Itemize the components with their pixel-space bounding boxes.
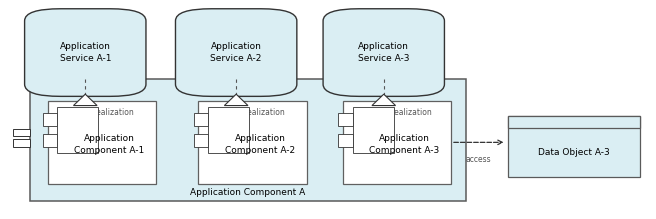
Text: Application
Component A-2: Application Component A-2 — [225, 134, 295, 155]
Polygon shape — [372, 94, 396, 106]
Bar — [508, 116, 640, 177]
Bar — [352, 107, 394, 153]
Bar — [338, 113, 352, 126]
Text: Application
Service A-2: Application Service A-2 — [211, 42, 262, 63]
FancyBboxPatch shape — [175, 9, 297, 96]
Text: Application
Component A-1: Application Component A-1 — [74, 134, 144, 155]
Text: realization: realization — [392, 108, 432, 117]
Bar — [57, 107, 98, 153]
Bar — [338, 134, 352, 147]
Bar — [43, 134, 57, 147]
Text: Data Object A-3: Data Object A-3 — [538, 148, 610, 157]
Bar — [47, 101, 156, 184]
Text: access: access — [466, 155, 491, 164]
Bar — [43, 113, 57, 126]
Text: realization: realization — [244, 108, 285, 117]
Bar — [13, 129, 30, 136]
Bar — [194, 113, 208, 126]
Bar — [194, 134, 208, 147]
Bar — [13, 139, 30, 147]
FancyBboxPatch shape — [323, 9, 445, 96]
Bar — [198, 101, 307, 184]
Text: Application
Service A-1: Application Service A-1 — [60, 42, 111, 63]
Bar — [508, 116, 640, 128]
Bar — [30, 79, 466, 201]
Bar — [342, 101, 451, 184]
FancyBboxPatch shape — [25, 9, 146, 96]
Polygon shape — [224, 94, 248, 106]
Text: Application
Service A-3: Application Service A-3 — [358, 42, 409, 63]
Text: realization: realization — [93, 108, 134, 117]
Polygon shape — [73, 94, 97, 106]
Text: Application Component A: Application Component A — [190, 188, 305, 197]
Text: Application
Component A-3: Application Component A-3 — [369, 134, 440, 155]
Bar — [208, 107, 249, 153]
